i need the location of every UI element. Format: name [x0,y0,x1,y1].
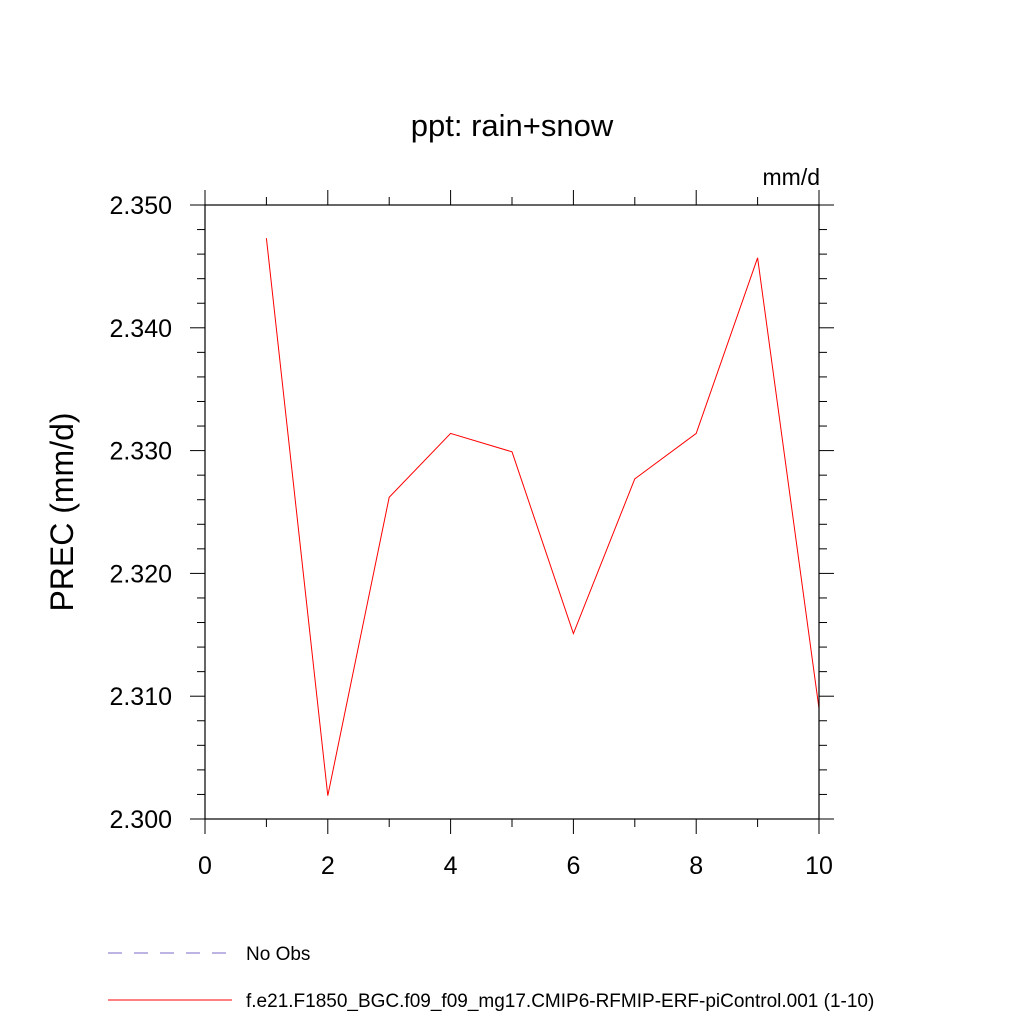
y-tick-label: 2.300 [109,806,172,834]
y-tick-labels: 2.300 2.310 2.320 2.330 2.340 2.350 [109,192,172,834]
y-tick-label: 2.310 [109,683,172,711]
units-label: mm/d [763,164,821,190]
chart-title: ppt: rain+snow [411,108,614,143]
x-tick-label: 10 [805,852,833,880]
y-tick-label: 2.350 [109,192,172,220]
legend-item-model-run: f.e21.F1850_BGC.f09_f09_mg17.CMIP6-RFMIP… [108,991,874,1012]
x-tick-label: 2 [321,852,335,880]
legend-item-no-obs: No Obs [108,944,310,965]
legend-label-no-obs: No Obs [246,944,310,965]
series-line [265,238,820,796]
x-tick-label: 6 [566,852,580,880]
series-layer [265,238,820,796]
y-tick-label: 2.320 [109,560,172,588]
y-axis-label: PREC (mm/d) [44,412,80,611]
y-tick-label: 2.340 [109,315,172,343]
y-tick-label: 2.330 [109,438,172,466]
x-tick-labels: 0 2 4 6 8 10 [198,852,833,880]
legend-label-model-run: f.e21.F1850_BGC.f09_f09_mg17.CMIP6-RFMIP… [246,991,874,1012]
plot-frame [204,204,820,820]
x-tick-label: 4 [444,852,458,880]
x-tick-label: 8 [689,852,703,880]
legend: No Obs f.e21.F1850_BGC.f09_f09_mg17.CMIP… [108,944,874,1012]
x-tick-label: 0 [198,852,212,880]
axis-ticks [190,190,834,834]
